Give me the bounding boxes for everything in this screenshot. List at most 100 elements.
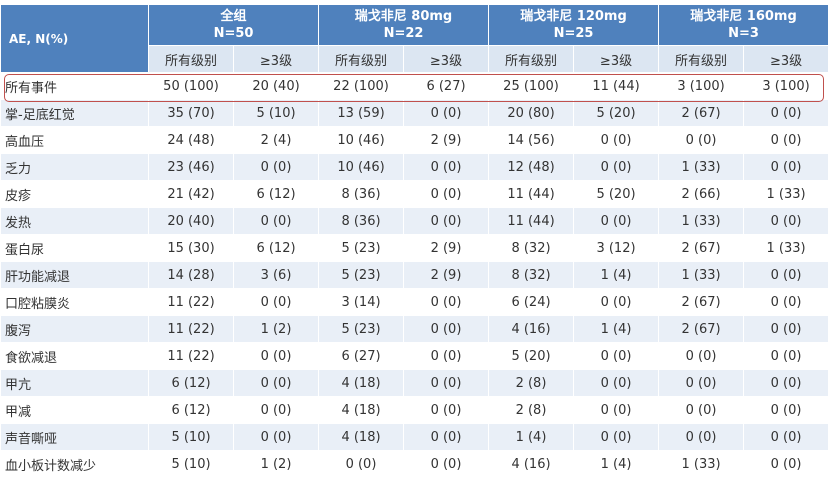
cell: 1 (4) <box>572 450 660 478</box>
group-header: 瑞戈非尼 120mg N=25 <box>487 4 660 46</box>
data-row: 高血压 24 (48) 2 (4) 10 (46) 2 (9) 14 (56) 0 (0) 0… <box>0 126 830 154</box>
data-row: 所有事件 50 (100) 20 (40) 22 (100) 6 (27) 25 (100… <box>0 72 830 100</box>
cell: 20 (40) <box>148 207 234 235</box>
cell: 4 (18) <box>318 396 404 424</box>
cell: 50 (100) <box>148 72 234 100</box>
cell: 1 (2) <box>233 450 319 478</box>
cell: 11 (44) <box>488 180 574 208</box>
group-header: 全组 N=50 <box>148 4 319 46</box>
cell: 0 (0) <box>658 396 745 424</box>
cell: 24 (48) <box>148 126 234 154</box>
cell: 4 (18) <box>318 369 404 397</box>
subheader: ≥3级 <box>572 45 660 73</box>
group-name: 瑞戈非尼 80mg <box>354 9 453 24</box>
data-row: 腹泻 11 (22) 1 (2) 5 (23) 0 (0) 4 (16) 1 (4) 2 (6… <box>0 315 830 343</box>
cell: 0 (0) <box>403 396 489 424</box>
cell: 0 (0) <box>572 342 660 370</box>
cell: 6 (12) <box>148 396 234 424</box>
cell: 5 (23) <box>318 315 404 343</box>
ae-table: AE, N(%) 全组 N=50 瑞戈非尼 80mg N=22 瑞戈非尼 120mg N=2… <box>0 4 830 478</box>
cell: 4 (18) <box>318 423 404 451</box>
subheader: 所有级别 <box>488 45 574 73</box>
cell: 0 (0) <box>403 315 489 343</box>
cell: 0 (0) <box>572 288 660 316</box>
row-label: 掌-足底红觉 <box>0 99 149 127</box>
row-label: 甲减 <box>0 396 149 424</box>
table-header: AE, N(%) 全组 N=50 瑞戈非尼 80mg N=22 瑞戈非尼 120mg N=2… <box>0 4 830 73</box>
cell: 2 (67) <box>658 234 745 262</box>
group-header: 瑞戈非尼 80mg N=22 <box>318 4 489 46</box>
cell: 1 (33) <box>743 234 830 262</box>
data-row: 甲减 6 (12) 0 (0) 4 (18) 0 (0) 2 (8) 0 (0) 0 (0) 0… <box>0 396 830 424</box>
cell: 3 (100) <box>743 72 830 100</box>
cell: 0 (0) <box>572 423 660 451</box>
cell: 3 (100) <box>658 72 745 100</box>
subheader: 所有级别 <box>148 45 234 73</box>
cell: 4 (16) <box>488 450 574 478</box>
row-label: 乏力 <box>0 153 149 181</box>
cell: 8 (36) <box>318 207 404 235</box>
row-label: 皮疹 <box>0 180 149 208</box>
cell: 23 (46) <box>148 153 234 181</box>
cell: 8 (32) <box>488 261 574 289</box>
cell: 2 (67) <box>658 288 745 316</box>
row-label: 蛋白尿 <box>0 234 149 262</box>
cell: 8 (36) <box>318 180 404 208</box>
cell: 6 (24) <box>488 288 574 316</box>
cell: 0 (0) <box>572 396 660 424</box>
cell: 0 (0) <box>403 180 489 208</box>
cell: 21 (42) <box>148 180 234 208</box>
cell: 11 (22) <box>148 288 234 316</box>
row-label: 发热 <box>0 207 149 235</box>
cell: 0 (0) <box>403 207 489 235</box>
cell: 2 (67) <box>658 99 745 127</box>
cell: 0 (0) <box>743 207 830 235</box>
cell: 0 (0) <box>743 450 830 478</box>
cell: 5 (23) <box>318 261 404 289</box>
cell: 6 (27) <box>318 342 404 370</box>
cell: 2 (8) <box>488 369 574 397</box>
cell: 1 (4) <box>572 261 660 289</box>
cell: 0 (0) <box>743 126 830 154</box>
cell: 22 (100) <box>318 72 404 100</box>
cell: 6 (12) <box>233 234 319 262</box>
group-n: N=22 <box>383 26 424 41</box>
row-label: 所有事件 <box>0 72 149 100</box>
cell: 1 (4) <box>488 423 574 451</box>
cell: 0 (0) <box>743 261 830 289</box>
cell: 0 (0) <box>743 153 830 181</box>
subheader: 所有级别 <box>318 45 404 73</box>
cell: 14 (56) <box>488 126 574 154</box>
cell: 5 (20) <box>488 342 574 370</box>
subheader: ≥3级 <box>233 45 319 73</box>
cell: 0 (0) <box>572 369 660 397</box>
cell: 11 (22) <box>148 342 234 370</box>
cell: 0 (0) <box>658 423 745 451</box>
cell: 0 (0) <box>658 342 745 370</box>
group-name: 全组 <box>220 9 247 24</box>
cell: 25 (100) <box>488 72 574 100</box>
cell: 0 (0) <box>403 288 489 316</box>
cell: 1 (4) <box>572 315 660 343</box>
subheader: ≥3级 <box>403 45 489 73</box>
data-row: 发热 20 (40) 0 (0) 8 (36) 0 (0) 11 (44) 0 (0) 1 (… <box>0 207 830 235</box>
cell: 0 (0) <box>572 126 660 154</box>
cell: 0 (0) <box>403 342 489 370</box>
cell: 0 (0) <box>403 153 489 181</box>
cell: 0 (0) <box>233 153 319 181</box>
cell: 0 (0) <box>743 423 830 451</box>
row-label: 食欲减退 <box>0 342 149 370</box>
cell: 0 (0) <box>233 207 319 235</box>
row-label: 肝功能减退 <box>0 261 149 289</box>
row-label: 声音嘶哑 <box>0 423 149 451</box>
data-row: 血小板计数减少 5 (10) 1 (2) 0 (0) 0 (0) 4 (16) 1 (4) 1… <box>0 450 830 478</box>
cell: 0 (0) <box>743 342 830 370</box>
cell: 5 (20) <box>572 180 660 208</box>
cell: 1 (33) <box>658 207 745 235</box>
row-label: 口腔粘膜炎 <box>0 288 149 316</box>
cell: 1 (33) <box>658 450 745 478</box>
cell: 5 (10) <box>148 450 234 478</box>
cell: 2 (9) <box>403 126 489 154</box>
cell: 5 (20) <box>572 99 660 127</box>
cell: 8 (32) <box>488 234 574 262</box>
